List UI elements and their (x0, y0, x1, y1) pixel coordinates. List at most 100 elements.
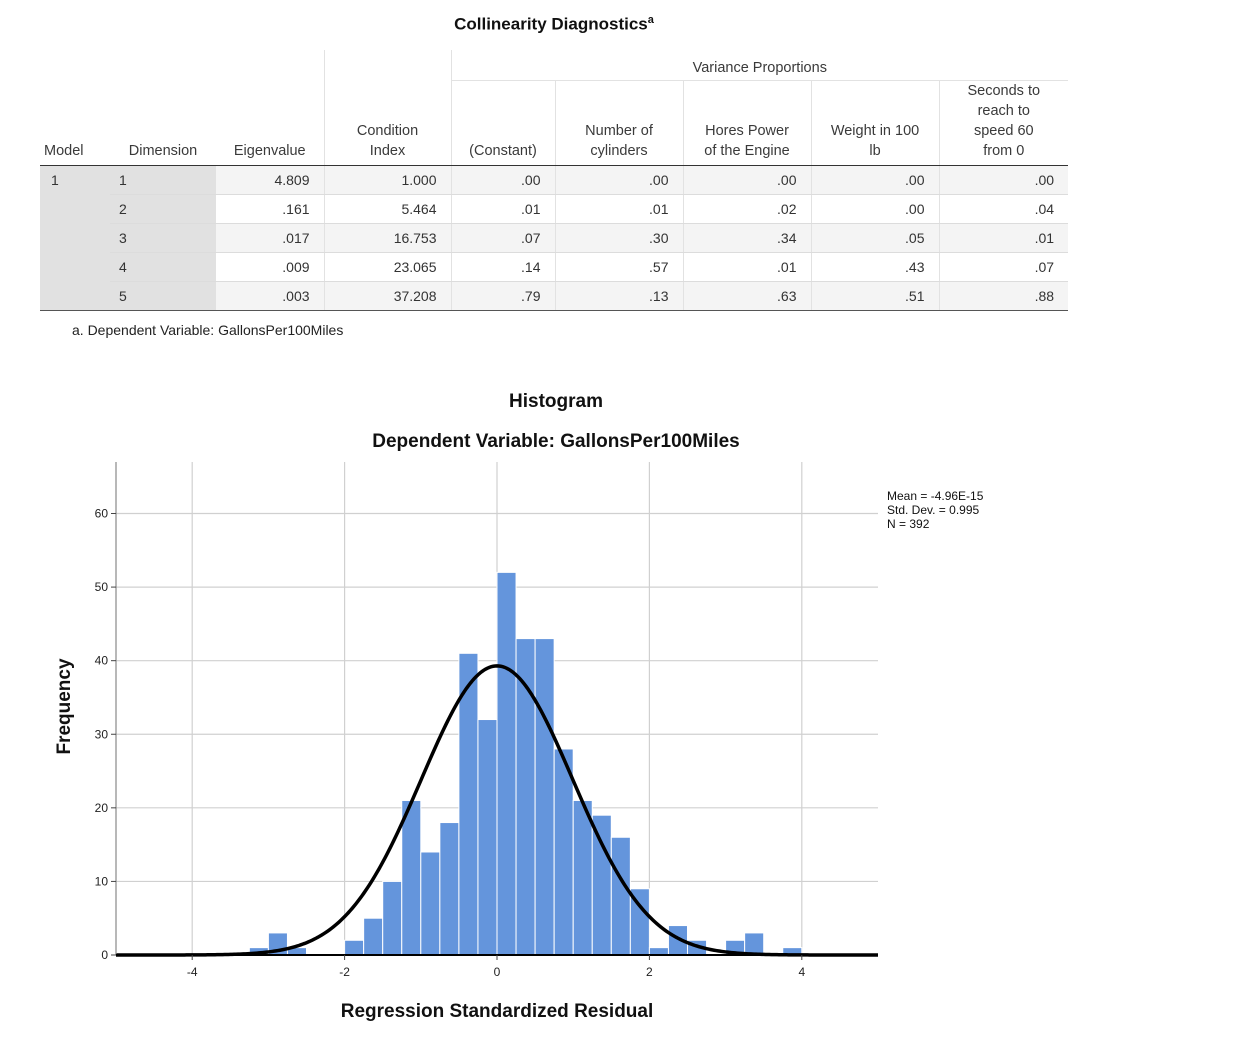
y-tick-label: 60 (95, 507, 109, 521)
x-tick-label: -4 (187, 965, 198, 979)
horsepower-cell: .34 (682, 223, 812, 253)
model-header: Model (40, 80, 110, 166)
x-tick-label: 0 (494, 965, 501, 979)
histogram-bar (534, 638, 555, 956)
x-tick-label: -2 (339, 965, 350, 979)
weight-cell: .00 (810, 165, 940, 195)
cylinders-cell: .01 (554, 194, 684, 224)
condition-index-header: Condition Index (323, 80, 452, 166)
table-row: 5 .003 37.208 .79 .13 .63 .51 .88 (40, 281, 1069, 311)
eigenvalue-cell: .003 (216, 281, 325, 311)
seconds-cell: .04 (938, 194, 1069, 224)
condition-index-cell: 5.464 (323, 194, 452, 224)
seconds-header: Seconds to reach to speed 60 from 0 (938, 80, 1069, 166)
histogram-bar (363, 917, 384, 956)
collinearity-table: Variance Proportions Model Dimension Eig… (40, 50, 1069, 311)
histogram-bar (344, 939, 365, 956)
x-axis-title: Regression Standardized Residual (341, 1001, 654, 1022)
seconds-cell: .00 (938, 165, 1069, 195)
eigenvalue-cell: 4.809 (216, 165, 325, 195)
condition-index-cell: 37.208 (323, 281, 452, 311)
chart-title: Histogram (509, 391, 603, 412)
y-tick-label: 50 (95, 580, 109, 594)
condition-index-cell: 23.065 (323, 252, 452, 282)
x-tick-label: 4 (798, 965, 805, 979)
variance-proportions-header: Variance Proportions (450, 50, 1069, 81)
histogram-bar (591, 814, 612, 956)
axis-layer: 0 10 20 30 40 50 60 -4 -2 0 2 4 (95, 462, 878, 979)
weight-header: Weight in 100 lb (810, 80, 940, 166)
histogram-bar (401, 799, 422, 956)
weight-cell: .43 (810, 252, 940, 282)
y-tick-label: 40 (95, 654, 109, 668)
table-title: Collinearity Diagnosticsa (40, 14, 1068, 35)
constant-cell: .01 (450, 194, 556, 224)
constant-cell: .00 (450, 165, 556, 195)
horsepower-cell: .02 (682, 194, 812, 224)
seconds-cell: .07 (938, 252, 1069, 282)
table-title-text: Collinearity Diagnostics (454, 14, 648, 34)
weight-cell: .00 (810, 194, 940, 224)
condition-index-cell: 1.000 (323, 165, 452, 195)
constant-header: (Constant) (450, 80, 556, 166)
dimension-cell: 5 (110, 281, 216, 311)
eigenvalue-cell: .161 (216, 194, 325, 224)
eigenvalue-header: Eigenvalue (216, 80, 325, 166)
constant-cell: .14 (450, 252, 556, 282)
histogram-bar (420, 851, 441, 956)
stats-mean: Mean = -4.96E-15 (887, 489, 984, 503)
dimension-cell: 2 (110, 194, 216, 224)
cylinders-cell: .30 (554, 223, 684, 253)
y-tick-label: 20 (95, 801, 109, 815)
condition-index-cell: 16.753 (323, 223, 452, 253)
histogram-bar (648, 947, 669, 956)
stats-n: N = 392 (887, 517, 930, 531)
cylinders-cell: .00 (554, 165, 684, 195)
header-spacer (323, 50, 452, 81)
histogram-bar (744, 932, 765, 956)
histogram-bar (439, 822, 460, 956)
horsepower-cell: .00 (682, 165, 812, 195)
normal-curve (116, 664, 878, 957)
histogram-bar (572, 799, 593, 956)
dimension-header: Dimension (110, 80, 216, 166)
model-cell: 1 (40, 165, 110, 311)
constant-cell: .07 (450, 223, 556, 253)
y-tick-label: 0 (101, 948, 108, 962)
weight-cell: .05 (810, 223, 940, 253)
eigenvalue-cell: .009 (216, 252, 325, 282)
bar-layer (248, 571, 803, 956)
y-tick-label: 10 (95, 874, 109, 888)
seconds-cell: .01 (938, 223, 1069, 253)
table-row: 2 .161 5.464 .01 .01 .02 .00 .04 (40, 194, 1069, 224)
table-row: 3 .017 16.753 .07 .30 .34 .05 .01 (40, 223, 1069, 253)
horsepower-header: Hores Power of the Engine (682, 80, 812, 166)
cylinders-header: Number of cylinders (554, 80, 684, 166)
eigenvalue-cell: .017 (216, 223, 325, 253)
dimension-cell: 3 (110, 223, 216, 253)
weight-cell: .51 (810, 281, 940, 311)
y-axis-title: Frequency (54, 658, 75, 755)
table-row: 1 1 4.809 1.000 .00 .00 .00 .00 .00 (40, 165, 1069, 311)
horsepower-cell: .63 (682, 281, 812, 311)
y-tick-label: 30 (95, 727, 109, 741)
dimension-cell: 1 (110, 165, 216, 195)
chart-subtitle: Dependent Variable: GallonsPer100Miles (372, 431, 740, 452)
cylinders-cell: .13 (554, 281, 684, 311)
constant-cell: .79 (450, 281, 556, 311)
table-row: 4 .009 23.065 .14 .57 .01 .43 .07 (40, 252, 1069, 282)
histogram-bar (382, 880, 403, 956)
seconds-cell: .88 (938, 281, 1069, 311)
histogram-bar (496, 571, 517, 956)
x-tick-label: 2 (646, 965, 653, 979)
horsepower-cell: .01 (682, 252, 812, 282)
histogram-bar (610, 836, 631, 956)
dimension-cell: 4 (110, 252, 216, 282)
histogram-bar (553, 748, 574, 956)
table-title-footnote-mark: a (647, 14, 654, 26)
table-footnote: a. Dependent Variable: GallonsPer100Mile… (72, 322, 344, 338)
stats-std-dev: Std. Dev. = 0.995 (887, 503, 979, 517)
cylinders-cell: .57 (554, 252, 684, 282)
histogram-bar (477, 719, 498, 956)
